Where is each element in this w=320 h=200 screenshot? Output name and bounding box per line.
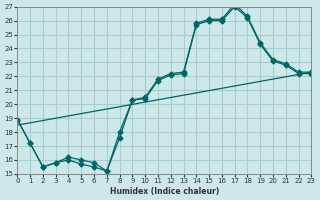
X-axis label: Humidex (Indice chaleur): Humidex (Indice chaleur) — [110, 187, 219, 196]
